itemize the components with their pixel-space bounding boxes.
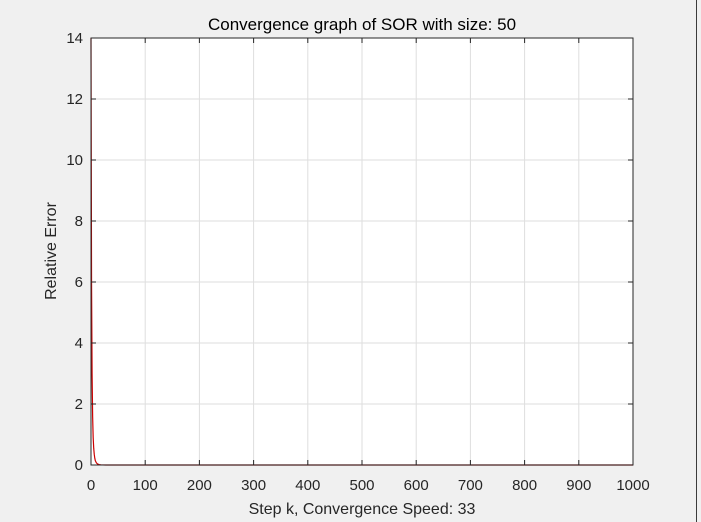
x-tick-label: 900 [566,477,591,494]
y-axis-title: Relative Error [43,201,60,299]
y-tick-label: 6 [75,274,83,291]
chart-title: Convergence graph of SOR with size: 50 [208,15,516,34]
x-axis-title: Step k, Convergence Speed: 33 [249,501,476,518]
y-tick-label: 12 [66,91,83,108]
y-tick-label: 0 [75,457,83,474]
x-tick-label: 1000 [616,477,649,494]
y-tick-label: 2 [75,396,83,413]
x-tick-label: 600 [404,477,429,494]
ticks: 0 100 200 300 400 500 600 700 800 900 1000 0 2 4 6 8 10 1… [66,30,649,494]
x-tick-label: 0 [87,477,95,494]
y-tick-label: 4 [75,335,83,352]
x-tick-label: 200 [187,477,212,494]
y-tick-label: 8 [75,213,83,230]
x-tick-label: 300 [241,477,266,494]
y-tick-label: 14 [66,30,83,47]
x-tick-label: 700 [458,477,483,494]
y-tick-label: 10 [66,152,83,169]
x-tick-label: 800 [512,477,537,494]
x-tick-label: 400 [295,477,320,494]
x-tick-label: 500 [349,477,374,494]
window-right-edge [696,0,697,522]
x-tick-label: 100 [133,477,158,494]
